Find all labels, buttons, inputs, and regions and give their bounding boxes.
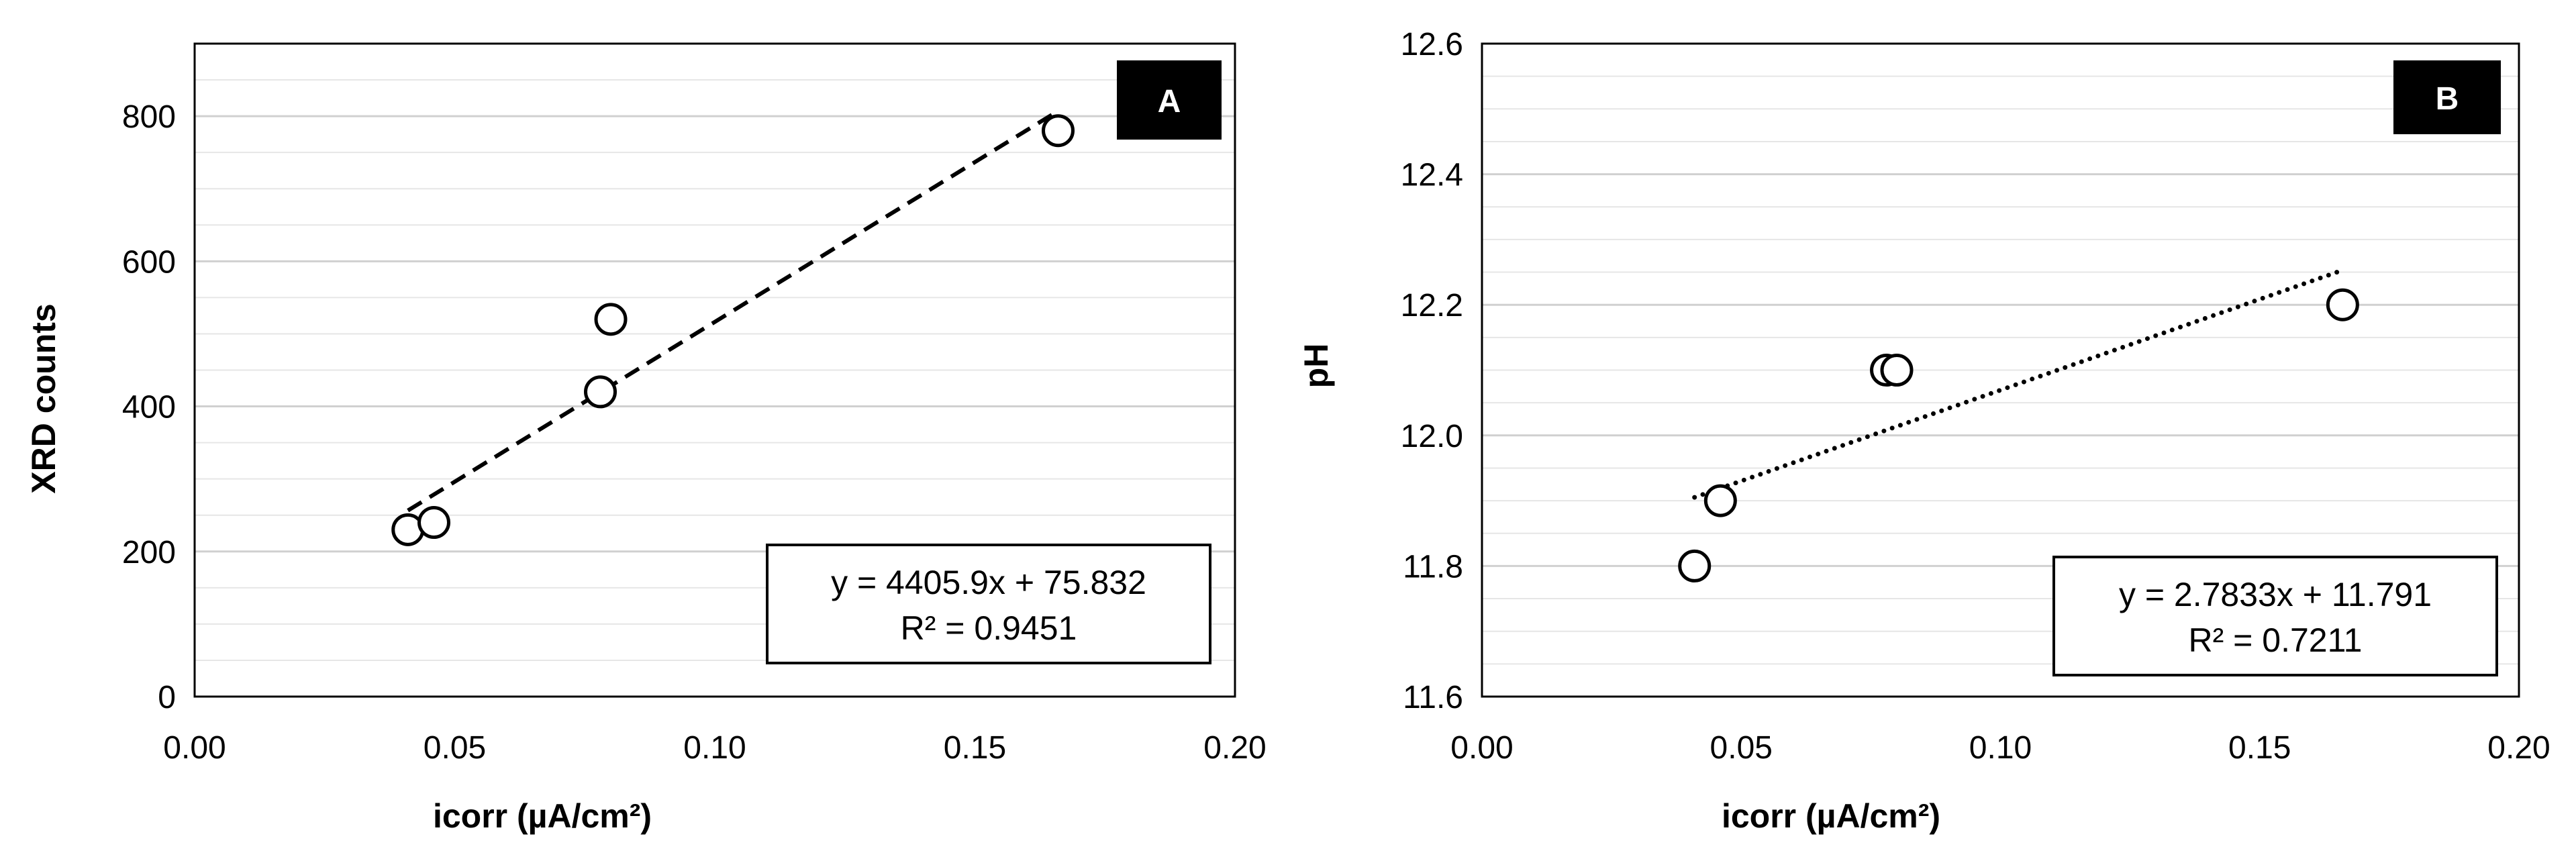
y-tick-label: 12.0 — [1401, 419, 1463, 454]
x-tick-label: 0.00 — [163, 730, 226, 766]
data-point — [1880, 354, 1914, 387]
y-tick-label: 12.2 — [1401, 288, 1463, 323]
x-tick-label: 0.05 — [1710, 730, 1773, 766]
trendline — [1692, 268, 2345, 500]
x-tick-label: 0.05 — [424, 730, 486, 766]
data-point — [584, 375, 617, 409]
x-tick-label: 0.10 — [1969, 730, 2032, 766]
panel-tag-label: B — [2436, 81, 2459, 117]
y-tick-label: 0 — [158, 680, 176, 715]
x-tick-label: 0.20 — [2487, 730, 2550, 766]
x-tick-label: 0.20 — [1203, 730, 1266, 766]
x-tick-label: 0.10 — [683, 730, 746, 766]
y-tick-label: 12.4 — [1401, 158, 1463, 193]
equation-box-border — [2052, 556, 2498, 676]
y-tick-labels: 0 200 400 600 800 — [122, 99, 176, 715]
chart-panel-a: 0.00 0.05 0.10 0.15 0.20 0 200 400 600 800 icorr… — [25, 42, 1267, 835]
plot-frame — [1481, 42, 2520, 698]
r-squared-value: R² = 0.7211 — [2189, 621, 2363, 659]
x-tick-label: 0.15 — [2228, 730, 2291, 766]
y-tick-label: 12.6 — [1401, 27, 1463, 62]
chart-panel-b: 0.00 0.05 0.10 0.15 0.20 11.6 11.8 12.0 12.2 12.… — [1297, 27, 2550, 835]
trendline-equation: y = 2.7833x + 11.791 — [2119, 576, 2432, 613]
data-point — [1678, 549, 1712, 583]
x-tick-label: 0.00 — [1450, 730, 1513, 766]
equation-box-border — [766, 544, 1211, 664]
gridlines — [195, 79, 1235, 661]
y-tick-label: 400 — [122, 390, 176, 425]
data-points — [1678, 288, 2359, 583]
y-tick-label: 200 — [122, 535, 176, 570]
y-tick-label: 600 — [122, 244, 176, 280]
data-point — [594, 303, 628, 336]
panel-tag-b: B — [2393, 60, 2501, 134]
data-point — [1703, 484, 1737, 517]
y-axis-title: pH — [1297, 344, 1335, 389]
data-point — [417, 506, 450, 540]
trendline-equation-box: y = 2.7833x + 11.791 R² = 0.7211 — [2052, 556, 2498, 676]
plot-frame — [193, 42, 1236, 698]
data-points — [391, 114, 1075, 546]
y-tick-label: 11.8 — [1403, 549, 1463, 585]
trendline-layer — [1692, 268, 2345, 500]
trendline-equation: y = 4405.9x + 75.832 — [831, 564, 1146, 601]
y-tick-label: 800 — [122, 99, 176, 135]
y-tick-label: 11.6 — [1403, 680, 1463, 715]
panel-tag-background — [2393, 60, 2501, 134]
y-axis-title: XRD counts — [25, 303, 62, 493]
x-tick-labels: 0.00 0.05 0.10 0.15 0.20 — [1450, 730, 2550, 766]
trendline-equation-box: y = 4405.9x + 75.832 R² = 0.9451 — [766, 544, 1211, 664]
x-tick-labels: 0.00 0.05 0.10 0.15 0.20 — [163, 730, 1266, 766]
data-point — [1042, 114, 1075, 148]
x-axis-title: icorr (µA/cm²) — [1722, 797, 1940, 835]
data-point — [2326, 288, 2359, 321]
x-axis-title: icorr (µA/cm²) — [433, 797, 652, 835]
r-squared-value: R² = 0.9451 — [901, 609, 1077, 647]
y-tick-labels: 11.6 11.8 12.0 12.2 12.4 12.6 — [1401, 27, 1463, 715]
panel-tag-background — [1117, 60, 1222, 140]
x-tick-label: 0.15 — [944, 730, 1006, 766]
panel-tag-label: A — [1158, 84, 1181, 119]
panel-tag-a: A — [1117, 60, 1222, 140]
